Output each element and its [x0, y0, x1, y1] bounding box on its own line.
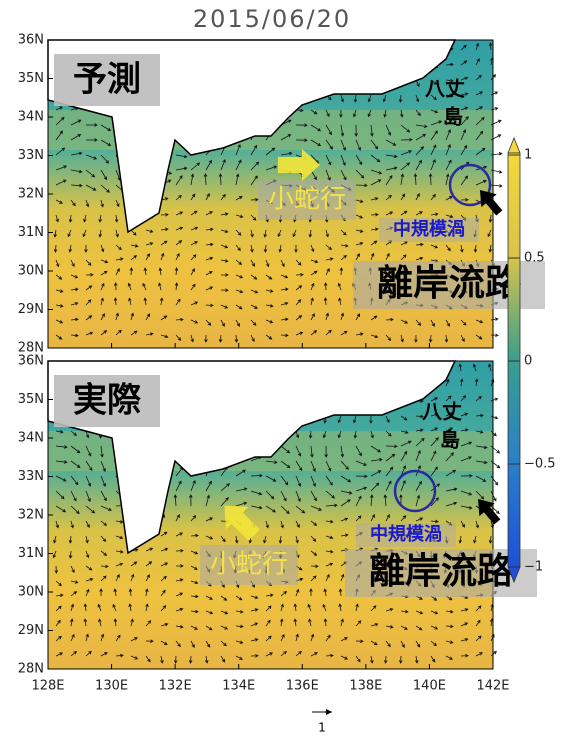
lon-tick-label: 128E	[31, 679, 64, 694]
route-label: 離岸流路	[377, 263, 522, 304]
reference-arrow-head	[326, 709, 332, 715]
colorbar-top	[507, 136, 521, 154]
lon-tick-label: 134E	[222, 679, 255, 694]
colorbar-tick-label: −0.5	[524, 457, 556, 472]
panel-label: 実際	[73, 381, 141, 421]
lat-tick-label: 33N	[18, 469, 44, 484]
lon-tick-label: 138E	[349, 679, 382, 694]
island-label-top: 八丈	[425, 77, 465, 101]
route-label: 離岸流路	[369, 551, 514, 592]
colorbar: 1 0.5 0 −0.5 −1	[507, 136, 556, 584]
lon-tick-label: 142E	[476, 679, 509, 694]
lat-tick-label: 29N	[18, 623, 44, 638]
lon-tick-label: 130E	[95, 679, 128, 694]
lat-tick-label: 30N	[18, 585, 44, 600]
meander-box	[200, 545, 298, 585]
colorbar-tick-label: −1	[524, 560, 543, 575]
colorbar-tick-label: 0.5	[524, 251, 545, 266]
colorbar-tick-label: 0	[524, 354, 532, 369]
reference-label: 1	[318, 721, 326, 735]
lon-tick-label: 136E	[286, 679, 319, 694]
colorbar-tick-label: 1	[524, 148, 532, 163]
eddy-box	[356, 523, 456, 547]
panel-label: 予測	[73, 60, 141, 100]
route-arrow	[478, 499, 501, 525]
lat-tick-label: 34N	[18, 431, 44, 446]
meander-arrow	[278, 149, 320, 181]
meander-box	[258, 180, 356, 220]
route-arrow	[480, 190, 503, 216]
lat-tick-label: 35N	[18, 71, 44, 86]
lat-tick-label: 29N	[18, 302, 44, 317]
meander-arrow	[224, 505, 260, 541]
lat-tick-label: 30N	[18, 264, 44, 279]
route-box	[345, 549, 537, 597]
eddy-label: 中規模渦	[370, 523, 442, 545]
title: 2015/06/20	[193, 5, 351, 33]
lon-tick-label: 132E	[159, 679, 192, 694]
eddy-circle	[448, 163, 492, 207]
island-label-top: 八丈	[422, 400, 462, 424]
panel-label-box	[54, 54, 160, 106]
lat-tick-label: 32N	[18, 508, 44, 523]
eddy-circle	[393, 469, 437, 513]
island-label-bottom: 島	[440, 428, 460, 452]
lat-tick-label: 34N	[18, 110, 44, 125]
eddy-label: 中規模渦	[393, 218, 465, 240]
lat-tick-label: 35N	[18, 392, 44, 407]
lat-tick-label: 28N	[18, 662, 44, 677]
reference-arrow: 1	[312, 709, 332, 735]
eddy-box	[379, 218, 479, 242]
lat-tick-label: 31N	[18, 225, 44, 240]
colorbar-body	[507, 152, 521, 568]
lon-tick-label: 140E	[413, 679, 446, 694]
island-label-bottom: 島	[443, 105, 463, 129]
lat-tick-label: 36N	[18, 33, 44, 48]
meander-label: 小蛇行	[268, 185, 346, 215]
panel-label-box	[54, 375, 160, 427]
lat-tick-label: 33N	[18, 148, 44, 163]
lat-tick-label: 31N	[18, 546, 44, 561]
lat-tick-label: 28N	[18, 341, 44, 356]
meander-label: 小蛇行	[210, 550, 288, 580]
lat-tick-label: 36N	[18, 354, 44, 369]
lat-tick-label: 32N	[18, 187, 44, 202]
